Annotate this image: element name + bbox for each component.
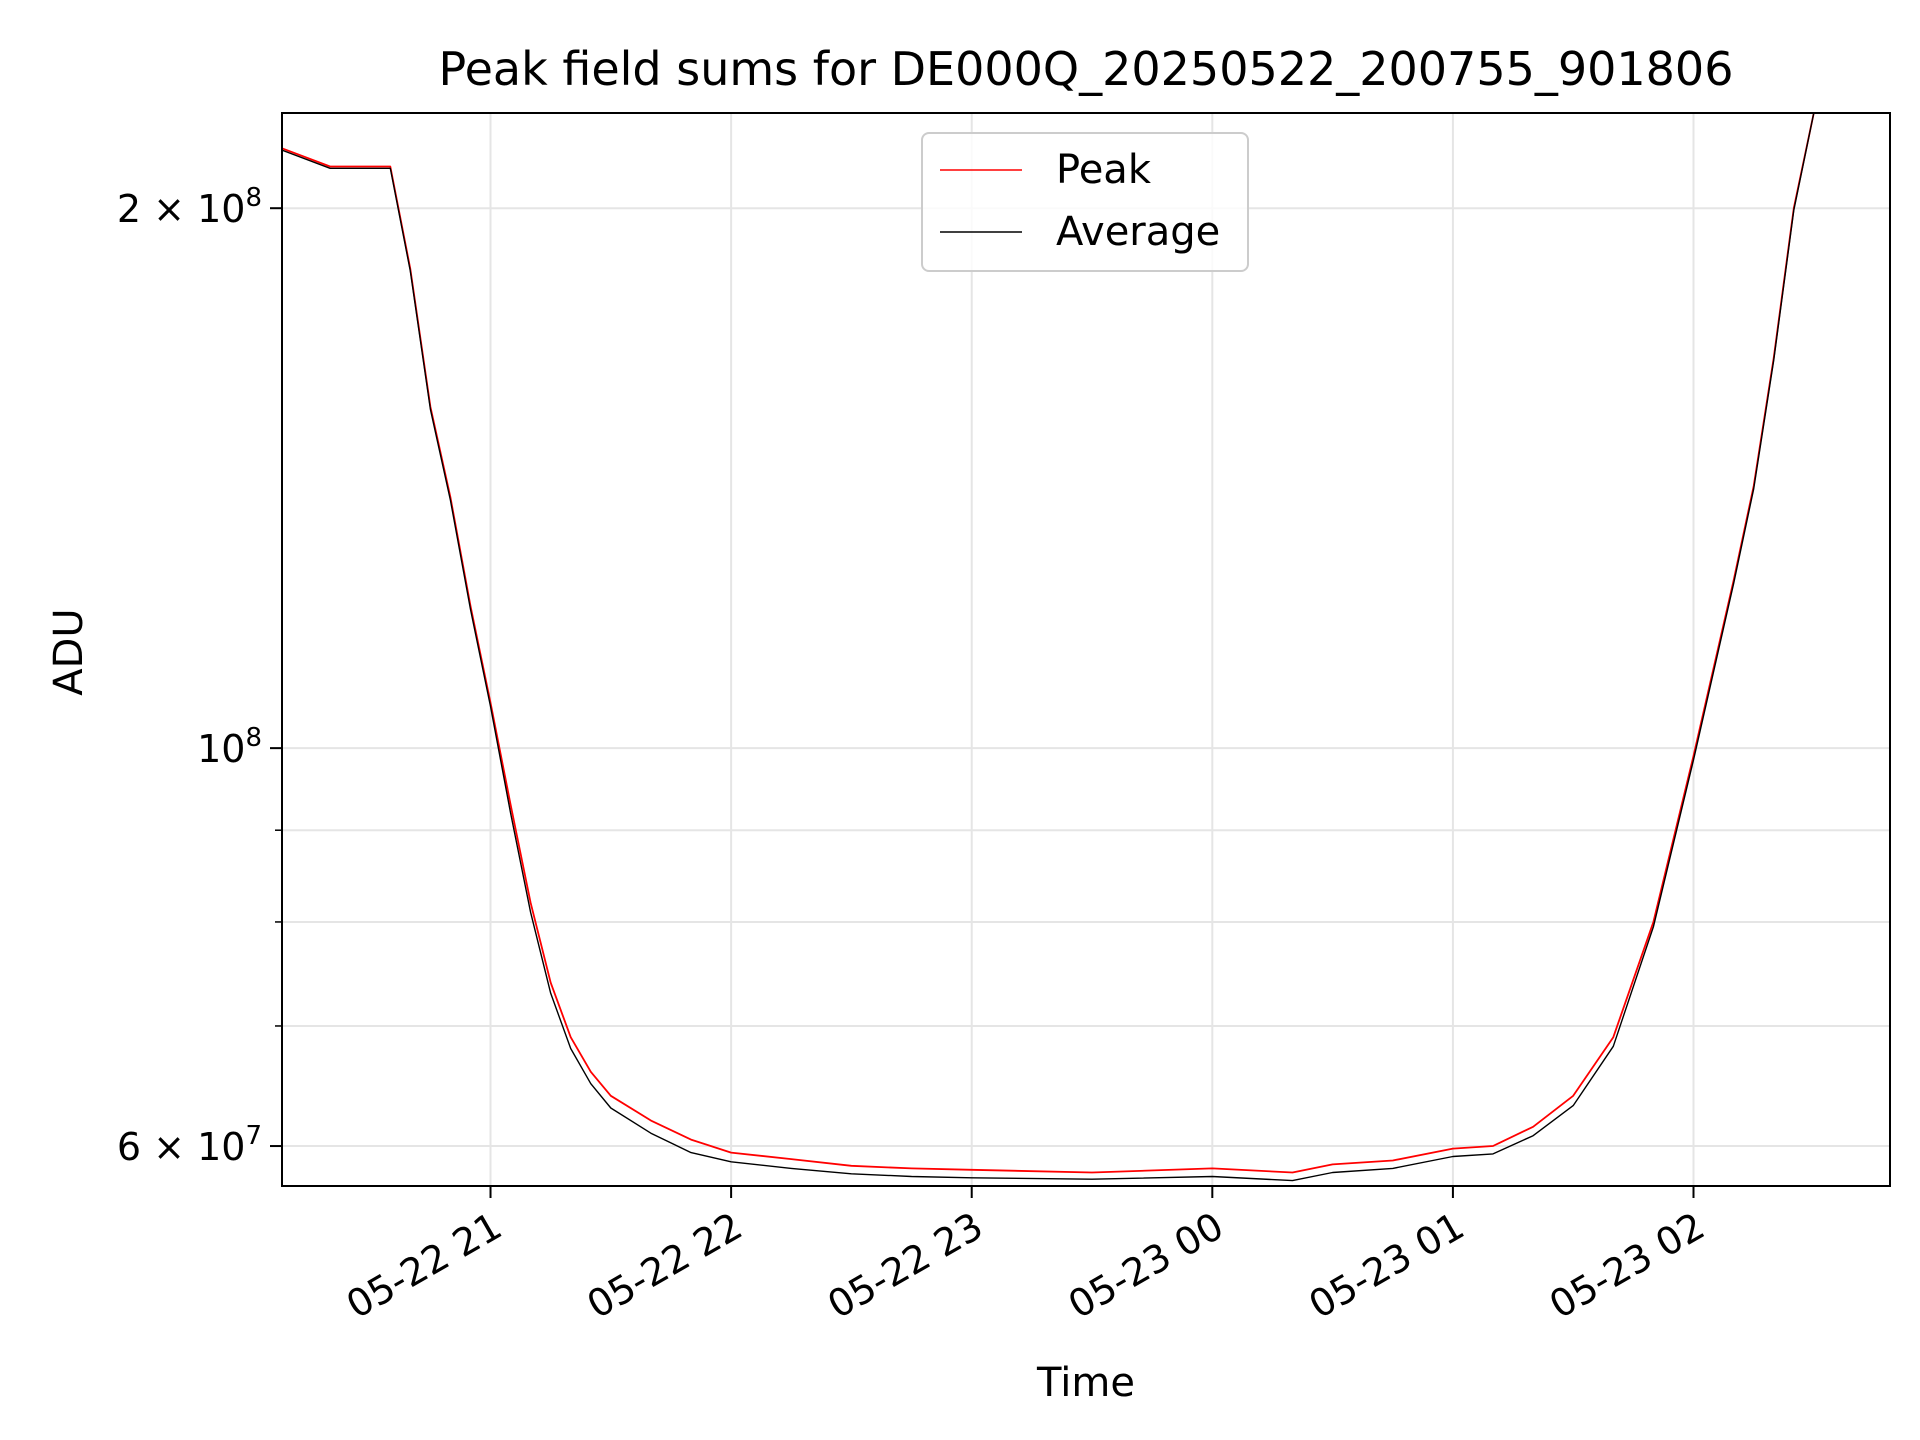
chart-title: Peak field sums for DE000Q_20250522_2007… <box>439 42 1734 96</box>
y-axis: 2 × 108 108 6 × 107 <box>117 183 282 1169</box>
x-axis-label: Time <box>1036 1360 1135 1406</box>
y-axis-label: ADU <box>46 608 92 695</box>
legend-box <box>921 132 1249 272</box>
legend-label-peak: Peak <box>1056 147 1152 193</box>
plot-frame <box>281 112 1891 1187</box>
legend-label-average: Average <box>1056 209 1220 255</box>
y-tick-label: 108 <box>197 723 262 771</box>
series-layer <box>282 113 1890 1182</box>
series-line-average <box>282 113 1890 1182</box>
y-tick-label: 6 × 107 <box>117 1121 262 1169</box>
y-tick-label: 2 × 108 <box>117 183 262 231</box>
legend: Peak Average <box>921 132 1249 272</box>
